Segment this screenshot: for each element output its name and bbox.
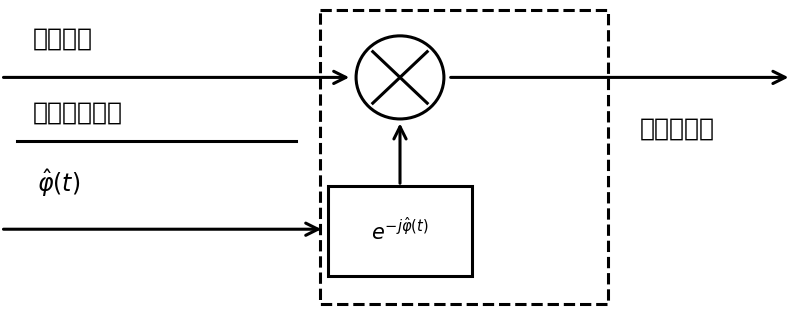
Text: $e^{-j\hat{\varphi}(t)}$: $e^{-j\hat{\varphi}(t)}$ (371, 217, 429, 244)
Bar (328, 186, 472, 275)
Ellipse shape (356, 36, 444, 119)
Text: 解调后输出: 解调后输出 (639, 117, 714, 141)
Text: 输入信号: 输入信号 (33, 27, 93, 51)
Text: $\hat{\varphi}(t)$: $\hat{\varphi}(t)$ (37, 167, 80, 199)
Text: 瞬时相位估计: 瞬时相位估计 (33, 100, 122, 125)
